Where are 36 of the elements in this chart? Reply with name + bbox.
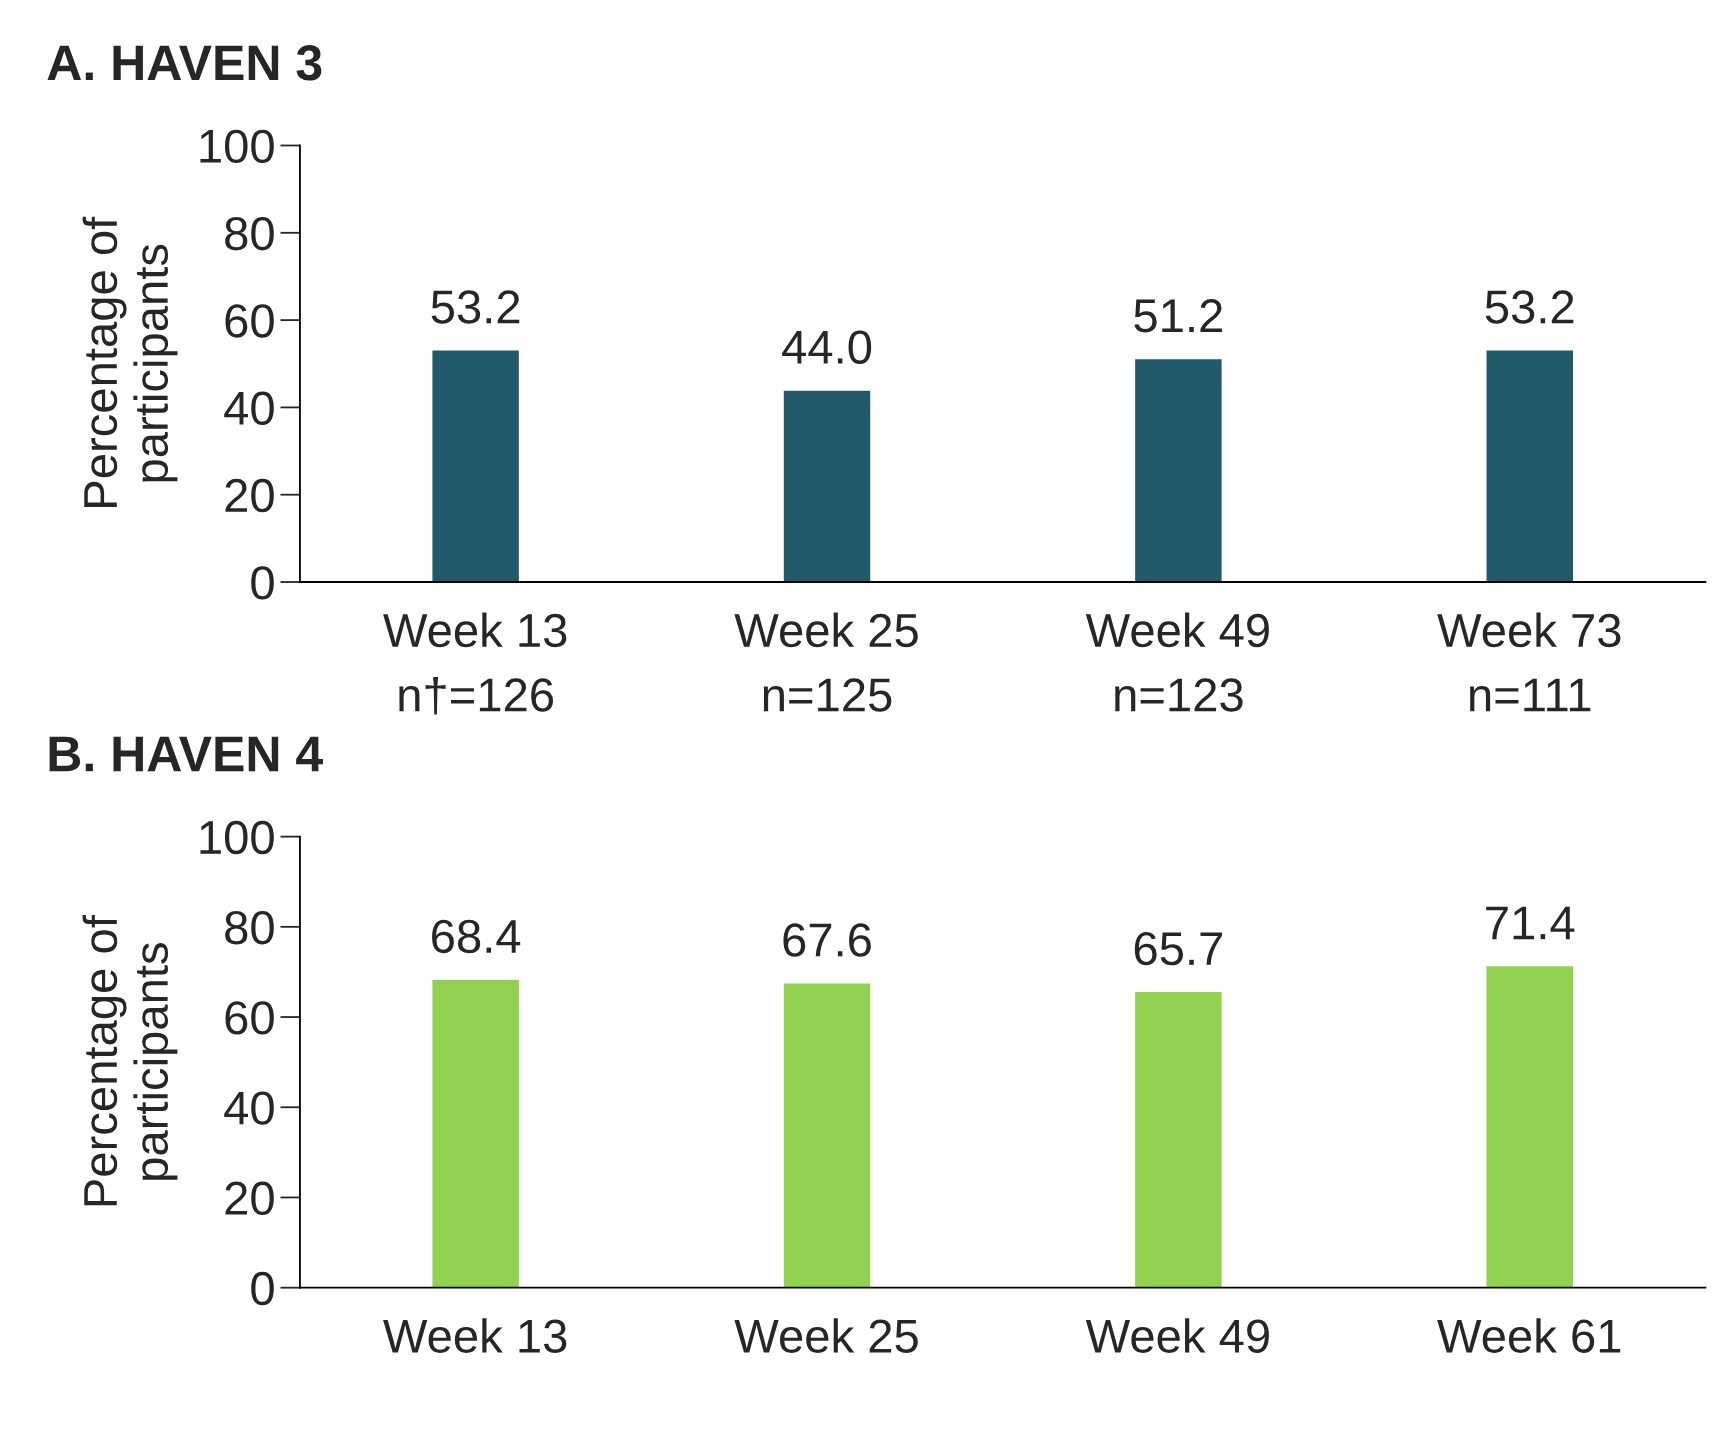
x-tick-label: Week 13 n†=126 — [383, 612, 567, 715]
x-tick-label: Week 49 — [1085, 1318, 1269, 1353]
data-label: 67.6 — [783, 923, 871, 957]
y-tick-label: 100 — [200, 820, 274, 855]
y-axis-title: Percentage of participants — [82, 915, 178, 1206]
y-tick-label: 20 — [225, 1181, 274, 1216]
y-tick-label: 80 — [225, 910, 274, 945]
x-tick-label: Week 73 n=111 — [1437, 612, 1621, 712]
data-label: 44.0 — [782, 330, 872, 364]
data-label: 53.2 — [431, 290, 520, 324]
y-tick-label: 60 — [225, 304, 274, 338]
chart-title: A. HAVEN 3 — [47, 45, 322, 81]
data-label: 65.7 — [1134, 931, 1222, 966]
bar — [782, 389, 872, 582]
x-tick-label: Week 13 — [383, 1318, 567, 1353]
y-tick-label: 40 — [224, 391, 274, 425]
y-tick-label: 60 — [225, 1001, 274, 1035]
y-tick-label: 40 — [224, 1091, 274, 1125]
x-tick-label: Week 25 — [734, 1318, 918, 1353]
data-label: 71.4 — [1486, 906, 1575, 940]
bar — [1485, 349, 1575, 582]
y-tick-label: 0 — [251, 1271, 274, 1306]
chart-title: B. HAVEN 4 — [49, 736, 323, 772]
y-tick-label: 0 — [251, 566, 274, 600]
y-axis-title: Percentage of participants — [82, 216, 178, 507]
x-tick-label: Week 25 n=125 — [734, 612, 918, 712]
data-label: 53.2 — [1485, 290, 1574, 324]
x-tick-label: Week 61 — [1437, 1318, 1621, 1353]
data-label: 51.2 — [1134, 299, 1222, 333]
y-tick-label: 20 — [225, 478, 274, 513]
x-tick-label: Week 49 n=123 — [1085, 612, 1269, 712]
data-label: 68.4 — [432, 919, 521, 954]
bar — [1133, 357, 1223, 582]
bar — [431, 349, 521, 582]
y-tick-label: 80 — [225, 216, 274, 251]
y-tick-label: 100 — [200, 129, 274, 164]
